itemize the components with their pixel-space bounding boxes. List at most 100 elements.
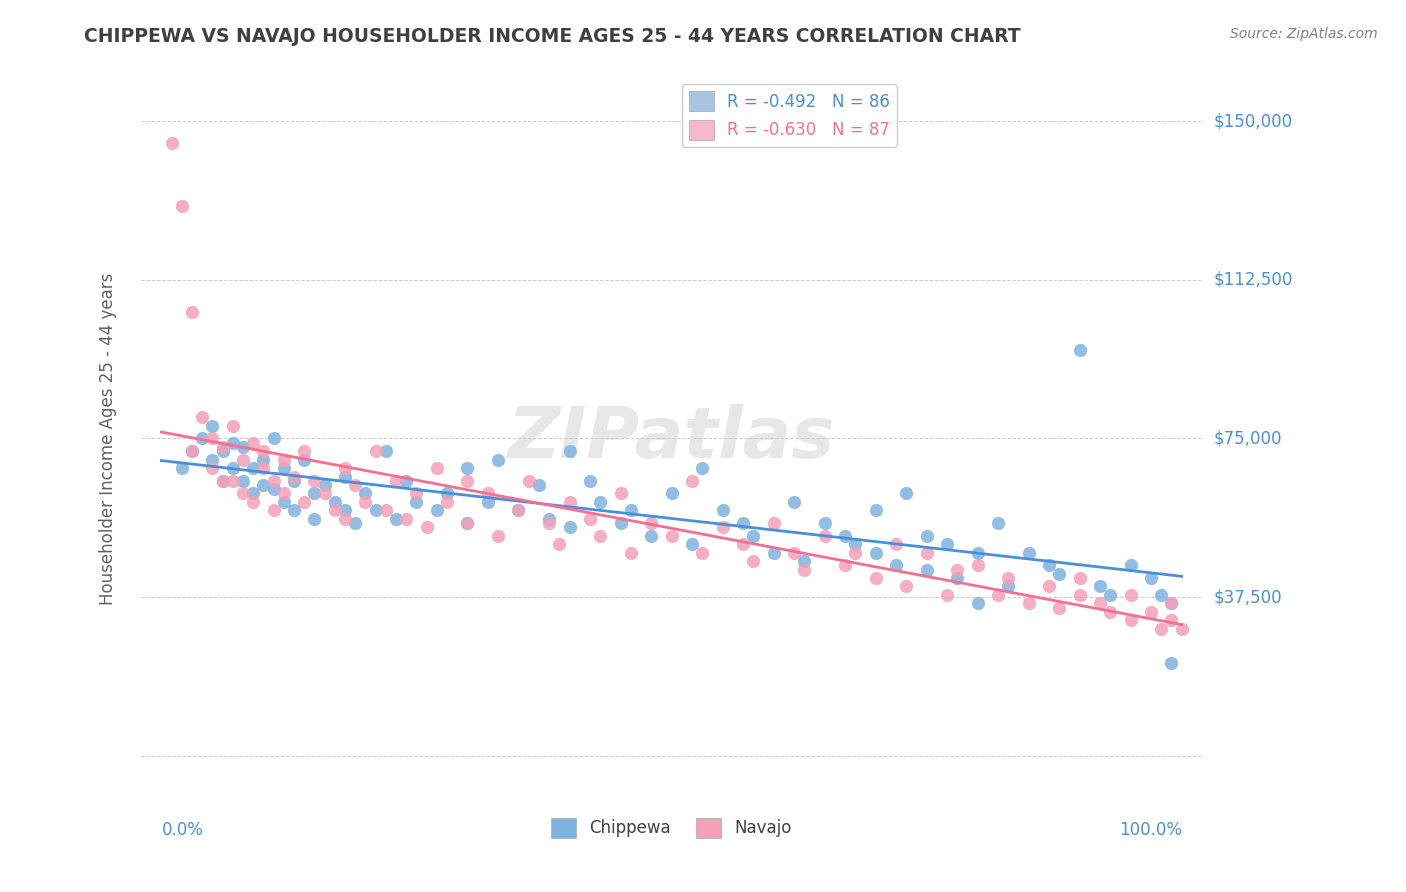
Point xyxy=(1160,596,1182,610)
Point xyxy=(731,537,754,551)
Point xyxy=(762,516,785,530)
Y-axis label: Householder Income Ages 25 - 44 years: Householder Income Ages 25 - 44 years xyxy=(100,272,117,605)
Point xyxy=(844,537,866,551)
Point xyxy=(558,520,581,534)
Point xyxy=(405,486,427,500)
Point xyxy=(222,461,245,475)
Point xyxy=(1038,558,1060,573)
Point xyxy=(477,495,499,509)
Point xyxy=(690,546,713,560)
Point xyxy=(915,529,938,543)
Point xyxy=(222,435,245,450)
Point xyxy=(517,474,540,488)
Point xyxy=(426,503,449,517)
Point xyxy=(997,579,1019,593)
Point xyxy=(884,537,907,551)
Point xyxy=(1119,613,1142,627)
Point xyxy=(426,461,449,475)
Point xyxy=(273,452,295,467)
Point xyxy=(834,529,856,543)
Text: ZIPatlas: ZIPatlas xyxy=(508,404,835,473)
Point xyxy=(333,461,356,475)
Point xyxy=(201,461,224,475)
Point xyxy=(558,495,581,509)
Point xyxy=(211,474,233,488)
Point xyxy=(508,503,530,517)
Point xyxy=(966,596,988,610)
Point xyxy=(263,474,285,488)
Point xyxy=(170,461,193,475)
Point xyxy=(640,516,662,530)
Point xyxy=(242,486,264,500)
Text: $150,000: $150,000 xyxy=(1213,112,1292,130)
Point xyxy=(936,537,959,551)
Point xyxy=(323,495,346,509)
Point xyxy=(344,516,367,530)
Point xyxy=(538,516,561,530)
Point xyxy=(436,486,458,500)
Point xyxy=(314,478,336,492)
Point xyxy=(1150,588,1173,602)
Point xyxy=(1088,596,1111,610)
Point xyxy=(609,486,631,500)
Point xyxy=(191,410,214,425)
Point xyxy=(242,435,264,450)
Point xyxy=(486,452,509,467)
Point xyxy=(1160,613,1182,627)
Point xyxy=(915,546,938,560)
Point xyxy=(1018,546,1040,560)
Point xyxy=(1160,656,1182,670)
Point xyxy=(232,440,254,454)
Point xyxy=(170,199,193,213)
Point xyxy=(915,563,938,577)
Point xyxy=(405,495,427,509)
Point xyxy=(548,537,571,551)
Point xyxy=(783,495,806,509)
Point xyxy=(538,512,561,526)
Point xyxy=(793,563,815,577)
Text: $37,500: $37,500 xyxy=(1213,588,1282,606)
Point xyxy=(783,546,806,560)
Point xyxy=(1170,622,1192,636)
Point xyxy=(304,512,326,526)
Text: 100.0%: 100.0% xyxy=(1119,822,1181,839)
Point xyxy=(252,478,274,492)
Point xyxy=(1119,558,1142,573)
Point xyxy=(793,554,815,568)
Point xyxy=(711,503,734,517)
Point xyxy=(731,516,754,530)
Point xyxy=(896,579,918,593)
Point xyxy=(242,461,264,475)
Point xyxy=(1018,596,1040,610)
Point xyxy=(344,478,367,492)
Point xyxy=(1069,588,1091,602)
Point xyxy=(690,461,713,475)
Point xyxy=(844,546,866,560)
Point xyxy=(456,516,478,530)
Point xyxy=(936,588,959,602)
Point xyxy=(661,486,683,500)
Point xyxy=(263,432,285,446)
Point xyxy=(456,516,478,530)
Point xyxy=(946,571,969,585)
Legend: Chippewa, Navajo: Chippewa, Navajo xyxy=(544,811,799,845)
Point xyxy=(681,474,703,488)
Point xyxy=(1088,579,1111,593)
Point xyxy=(865,546,887,560)
Point xyxy=(436,495,458,509)
Point xyxy=(415,520,437,534)
Point xyxy=(987,588,1010,602)
Text: CHIPPEWA VS NAVAJO HOUSEHOLDER INCOME AGES 25 - 44 YEARS CORRELATION CHART: CHIPPEWA VS NAVAJO HOUSEHOLDER INCOME AG… xyxy=(84,27,1021,45)
Point xyxy=(364,444,387,458)
Point xyxy=(263,482,285,496)
Point xyxy=(252,452,274,467)
Point xyxy=(304,486,326,500)
Point xyxy=(661,529,683,543)
Point xyxy=(385,474,408,488)
Point xyxy=(558,444,581,458)
Point xyxy=(354,486,377,500)
Point xyxy=(762,546,785,560)
Point xyxy=(160,136,183,150)
Text: Source: ZipAtlas.com: Source: ZipAtlas.com xyxy=(1230,27,1378,41)
Point xyxy=(966,546,988,560)
